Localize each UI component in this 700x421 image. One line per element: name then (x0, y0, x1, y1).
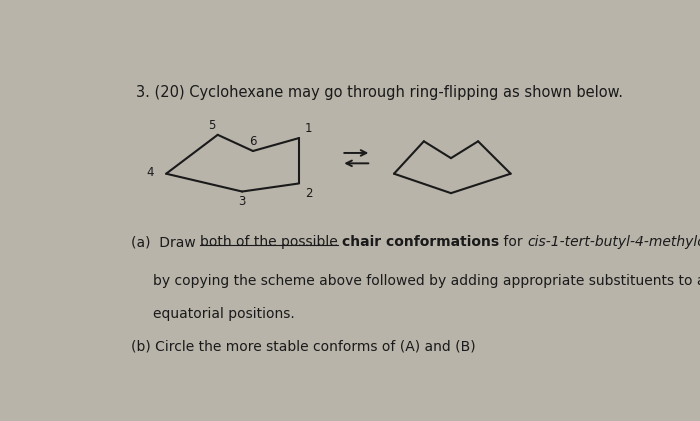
Text: chair conformations: chair conformations (342, 235, 499, 249)
Text: 1: 1 (305, 123, 313, 136)
Text: (b) Circle the more stable conforms of (A) and (B): (b) Circle the more stable conforms of (… (131, 339, 475, 353)
Text: 3: 3 (239, 195, 246, 208)
Text: both of the possible: both of the possible (200, 235, 338, 249)
Text: 5: 5 (209, 119, 216, 132)
Text: (a)  Draw: (a) Draw (131, 235, 200, 249)
Text: 6: 6 (249, 136, 257, 149)
Text: cis-1-tert-butyl-4-methylcyclohexane: cis-1-tert-butyl-4-methylcyclohexane (527, 235, 700, 249)
Text: 2: 2 (305, 187, 313, 200)
Text: for: for (499, 235, 527, 249)
Text: equatorial positions.: equatorial positions. (153, 306, 295, 321)
Text: by copying the scheme above followed by adding appropriate substituents to axial: by copying the scheme above followed by … (153, 274, 700, 288)
Text: 3. (20) Cyclohexane may go through ring-flipping as shown below.: 3. (20) Cyclohexane may go through ring-… (136, 85, 623, 99)
Text: 4: 4 (146, 165, 153, 179)
